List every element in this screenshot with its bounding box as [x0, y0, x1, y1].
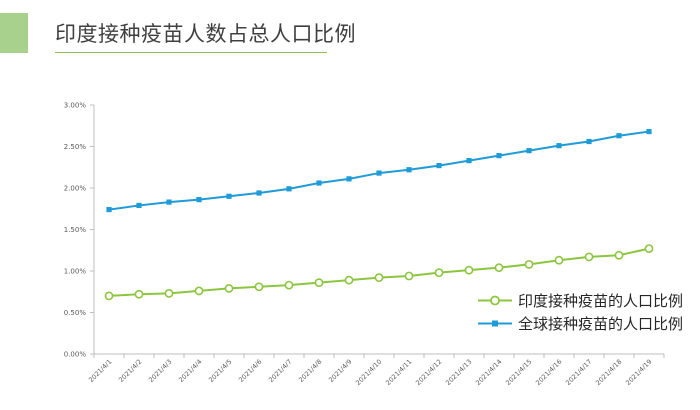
x-tick-label: 2021/4/11	[384, 358, 413, 387]
legend-marker-circle-icon	[478, 295, 512, 306]
data-point-india	[224, 284, 234, 293]
data-point-india	[254, 282, 264, 292]
legend-label-global: 全球接种疫苗的人口比例	[518, 315, 684, 333]
x-tick-label: 2021/4/8	[297, 358, 323, 384]
x-tick-label: 2021/4/6	[237, 358, 263, 384]
y-tick-label: 0.00%	[64, 351, 87, 359]
x-tick-label: 2021/4/16	[534, 358, 563, 387]
x-tick-label: 2021/4/17	[564, 358, 593, 387]
y-tick-label: 3.00%	[64, 102, 87, 110]
y-tick-label: 0.50%	[64, 309, 87, 317]
data-point-global	[496, 153, 502, 159]
data-point-global	[376, 170, 382, 176]
data-point-global	[556, 143, 562, 149]
data-point-india	[524, 259, 534, 269]
data-point-india	[134, 289, 144, 299]
x-tick-label: 2021/4/13	[444, 358, 473, 387]
data-point-global	[196, 197, 202, 203]
data-point-india	[314, 278, 324, 288]
data-point-india	[374, 273, 384, 283]
data-point-india	[494, 263, 504, 273]
page-title: 印度接种疫苗人数占总人口比例	[55, 22, 356, 46]
data-point-global	[346, 176, 352, 182]
x-tick-label: 2021/4/3	[147, 358, 173, 384]
x-tick-label: 2021/4/4	[177, 358, 203, 384]
data-point-india	[404, 271, 414, 281]
data-point-india	[464, 265, 474, 275]
y-tick-label: 2.00%	[64, 185, 87, 193]
x-tick-label: 2021/4/19	[624, 358, 653, 387]
data-point-india	[644, 244, 654, 253]
y-tick-label: 1.00%	[64, 268, 87, 276]
data-point-global	[226, 193, 232, 199]
x-tick-label: 2021/4/14	[474, 358, 503, 387]
y-tick-label: 1.50%	[64, 226, 87, 234]
data-point-india	[584, 252, 594, 262]
chart-legend: 印度接种疫苗的人口比例 全球接种疫苗的人口比例	[476, 289, 683, 335]
data-point-global	[406, 167, 412, 173]
data-point-global	[526, 148, 532, 154]
data-point-global	[616, 133, 622, 139]
data-point-india	[284, 280, 294, 290]
x-tick-label: 2021/4/2	[117, 358, 143, 384]
data-point-india	[614, 250, 624, 260]
data-point-india	[344, 275, 354, 285]
legend-item-india: 印度接种疫苗的人口比例	[476, 289, 683, 312]
data-point-india	[104, 291, 114, 301]
x-tick-label: 2021/4/10	[354, 358, 383, 387]
x-tick-label: 2021/4/18	[594, 358, 623, 387]
data-point-global	[316, 180, 322, 186]
data-point-global	[646, 128, 652, 135]
y-tick-label: 2.50%	[64, 143, 87, 151]
data-point-india	[554, 255, 564, 265]
x-tick-label: 2021/4/5	[207, 358, 233, 384]
data-point-global	[586, 138, 592, 145]
title-accent-block	[0, 13, 28, 53]
legend-marker	[490, 295, 500, 306]
x-tick-label: 2021/4/15	[504, 358, 533, 387]
data-point-india	[434, 268, 444, 278]
data-point-global	[286, 186, 292, 192]
legend-label-india: 印度接种疫苗的人口比例	[518, 292, 684, 310]
x-tick-label: 2021/4/1	[87, 358, 113, 384]
data-point-global	[106, 206, 112, 213]
data-point-global	[436, 162, 442, 169]
legend-marker-square-icon	[478, 320, 512, 327]
data-point-global	[466, 158, 472, 164]
data-point-global	[166, 199, 172, 205]
data-point-india	[164, 289, 174, 298]
x-tick-label: 2021/4/7	[267, 358, 293, 384]
title-underline	[55, 52, 327, 53]
data-point-india	[194, 286, 204, 296]
legend-item-global: 全球接种疫苗的人口比例	[476, 312, 683, 335]
legend-marker	[492, 320, 498, 327]
data-point-global	[136, 202, 142, 209]
data-point-global	[256, 190, 262, 196]
x-tick-label: 2021/4/9	[327, 358, 353, 384]
x-tick-label: 2021/4/12	[414, 358, 443, 387]
